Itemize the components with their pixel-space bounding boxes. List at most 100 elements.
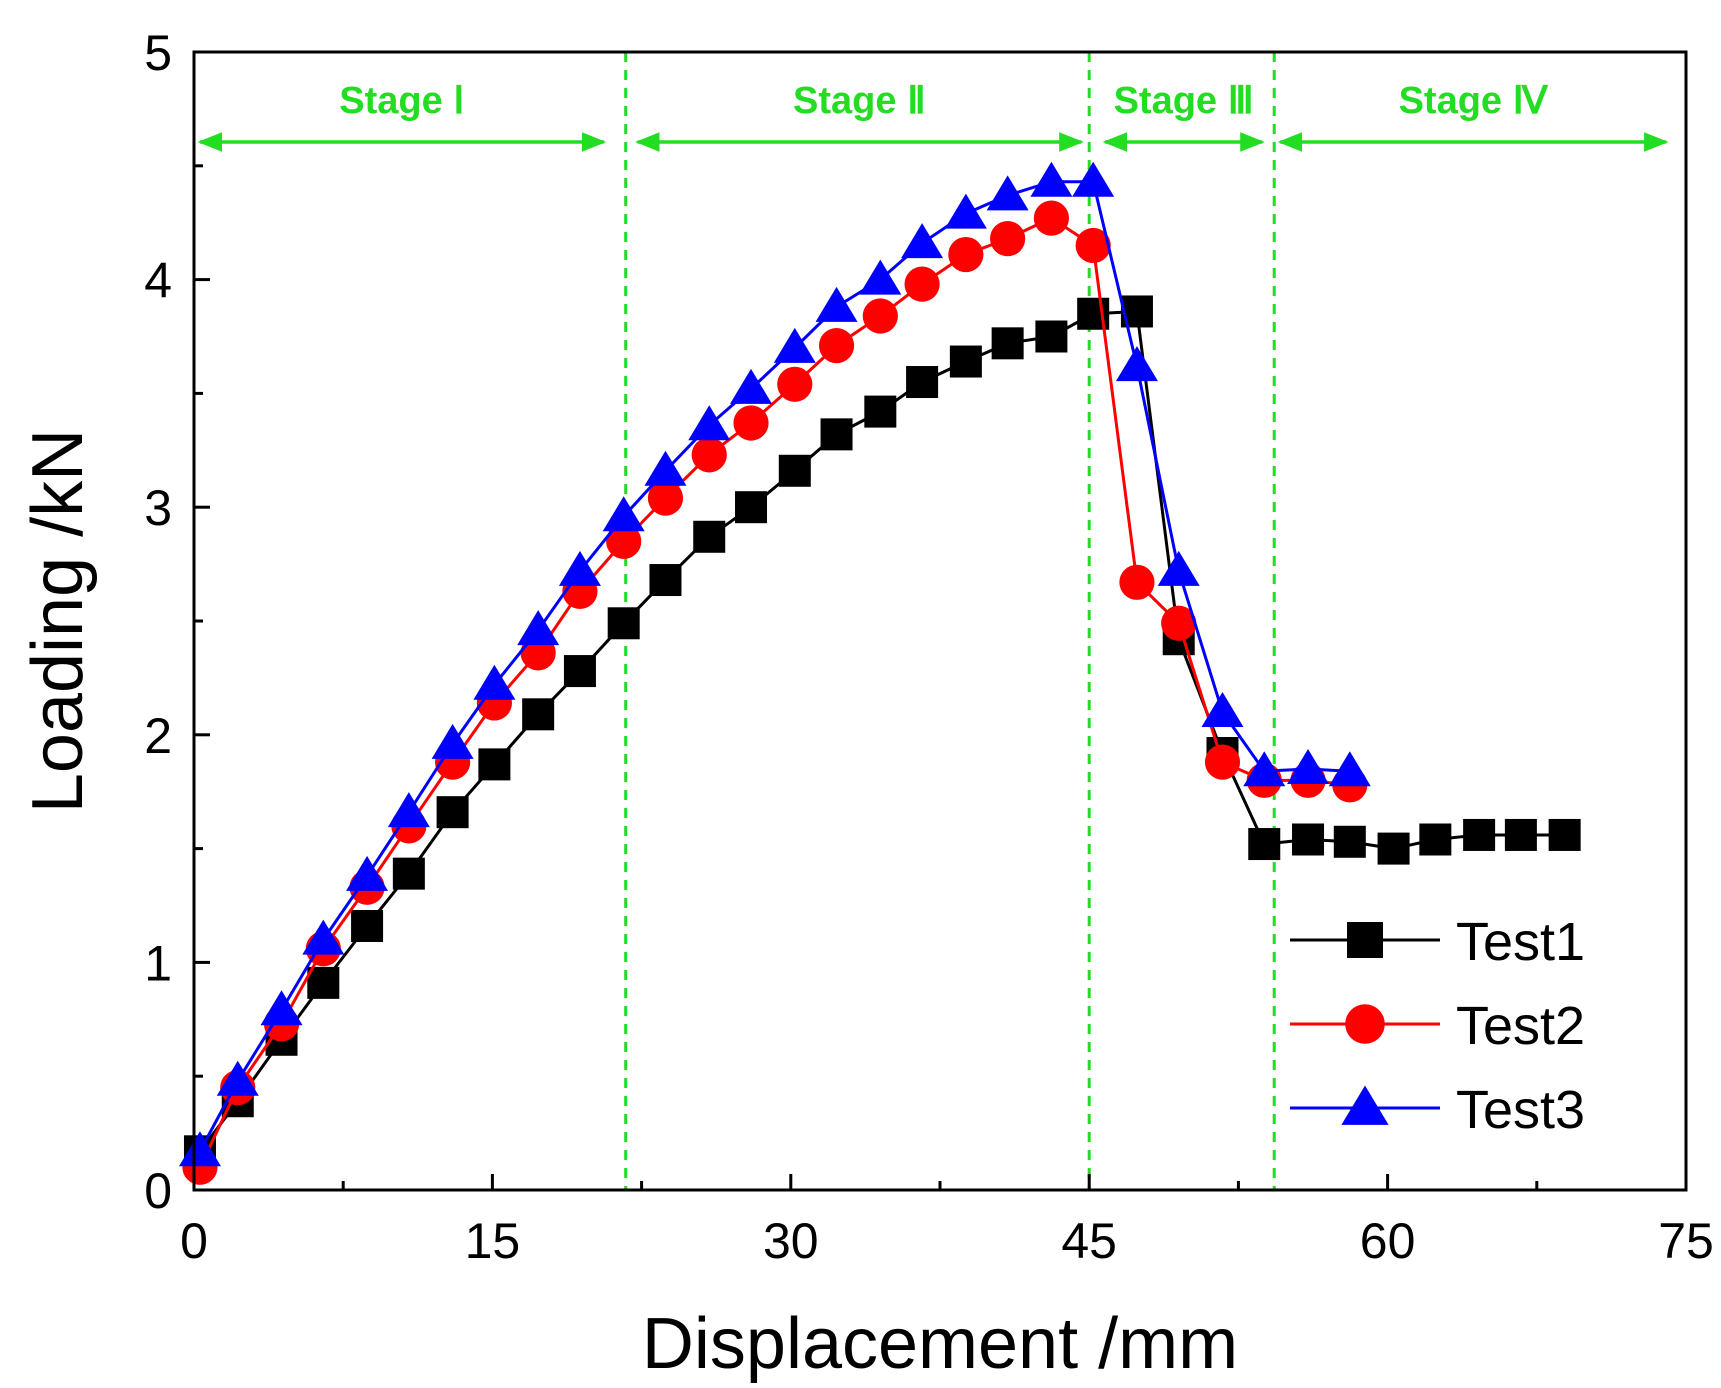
data-point-test1 [1035, 320, 1068, 353]
data-point-test2 [948, 236, 984, 273]
series-test2 [182, 200, 1368, 1185]
data-point-test3 [517, 610, 560, 646]
y-tick-label: 4 [144, 253, 172, 309]
data-point-test3 [1030, 161, 1073, 197]
data-point-test2 [777, 366, 813, 402]
data-point-test2 [1161, 605, 1197, 641]
series-layer [178, 161, 1581, 1185]
data-point-test1 [1548, 818, 1581, 851]
legend-marker [1345, 1004, 1385, 1044]
legend-label: Test3 [1456, 1080, 1585, 1140]
data-point-test2 [691, 437, 727, 473]
data-point-test3 [1157, 550, 1200, 586]
legend-marker [1347, 922, 1383, 958]
legend-item-test1: Test1 [1290, 912, 1585, 972]
x-tick-label: 60 [1360, 1213, 1416, 1269]
legend-label: Test1 [1456, 912, 1585, 972]
data-point-test1 [392, 857, 425, 890]
data-point-test1 [991, 327, 1024, 360]
data-point-test2 [818, 328, 855, 364]
data-point-test3 [1328, 751, 1371, 787]
y-tick-label: 2 [144, 708, 172, 764]
data-point-test2 [862, 298, 898, 334]
legend-item-test3: Test3 [1290, 1080, 1585, 1140]
y-tick-label: 1 [144, 935, 172, 991]
data-point-test1 [1333, 825, 1366, 858]
data-point-test1 [1463, 818, 1496, 851]
data-point-test1 [307, 966, 340, 999]
data-point-test3 [773, 327, 816, 363]
stage-label-2: Stage Ⅱ [793, 80, 926, 122]
data-point-test3 [260, 990, 303, 1026]
stage-label-3: Stage Ⅲ [1114, 80, 1254, 122]
data-point-test3 [730, 368, 773, 404]
y-tick-label: 3 [144, 480, 172, 536]
data-point-test3 [901, 223, 944, 259]
data-point-test1 [563, 655, 596, 688]
data-point-test3 [1287, 748, 1330, 784]
y-tick-label: 0 [144, 1163, 172, 1219]
data-point-test1 [478, 748, 511, 781]
x-axis-title: Displacement /mm [642, 1304, 1238, 1384]
data-point-test3 [1243, 751, 1286, 787]
data-point-test3 [602, 496, 645, 532]
series-line-test2 [198, 216, 1350, 1168]
data-point-test3 [815, 286, 858, 322]
data-point-test3 [859, 259, 902, 295]
data-point-test3 [986, 175, 1029, 211]
x-tick-label: 0 [180, 1213, 208, 1269]
data-point-test1 [949, 345, 982, 378]
x-tick-label: 15 [465, 1213, 521, 1269]
stage-label-4: Stage Ⅳ [1399, 80, 1549, 122]
data-point-test2 [1119, 564, 1155, 600]
data-point-test2 [1075, 227, 1111, 264]
data-point-test1 [351, 909, 384, 942]
series-test3 [178, 161, 1371, 1167]
data-point-test1 [607, 607, 640, 640]
stage-label-1: Stage Ⅰ [339, 80, 464, 122]
data-point-test2 [904, 266, 940, 302]
data-point-test2 [647, 480, 684, 516]
x-tick-label: 75 [1658, 1213, 1714, 1269]
y-tick-label: 5 [144, 25, 172, 81]
data-point-test3 [688, 405, 731, 441]
data-point-test3 [216, 1060, 259, 1096]
data-point-test3 [346, 855, 389, 891]
data-point-test1 [906, 366, 939, 399]
data-point-test2 [1033, 200, 1070, 236]
x-tick-label: 45 [1061, 1213, 1117, 1269]
data-point-test1 [1292, 823, 1325, 856]
data-point-test3 [431, 723, 474, 759]
data-point-test1 [1504, 818, 1537, 851]
stage-annotations: Stage Ⅰ Stage Ⅱ Stage Ⅲ Stage Ⅳ [197, 52, 1669, 1190]
data-point-test3 [644, 450, 687, 486]
data-point-test3 [1072, 161, 1115, 197]
legend-marker [1341, 1085, 1389, 1125]
data-point-test3 [387, 792, 430, 828]
data-point-test3 [1115, 346, 1158, 382]
data-point-test1 [1419, 823, 1452, 856]
data-point-test1 [693, 520, 726, 553]
data-point-test1 [522, 698, 555, 731]
legend: Test1 Test2 Test3 [1290, 912, 1585, 1140]
data-point-test3 [178, 1131, 221, 1167]
data-point-test1 [436, 796, 469, 829]
data-point-test3 [302, 919, 345, 955]
data-point-test3 [473, 664, 516, 700]
data-point-test2 [733, 405, 769, 441]
data-point-test1 [1377, 832, 1410, 865]
series-line-test3 [198, 180, 1350, 1153]
data-point-test2 [1204, 744, 1241, 780]
data-point-test1 [778, 454, 811, 487]
data-point-test1 [1248, 828, 1281, 861]
data-point-test3 [1201, 692, 1244, 728]
data-point-test1 [735, 491, 768, 524]
data-point-test2 [990, 221, 1026, 257]
data-point-test2 [606, 523, 642, 559]
data-point-test3 [944, 193, 987, 229]
y-axis-title: Loading /kN [18, 429, 98, 813]
legend-item-test2: Test2 [1290, 996, 1585, 1056]
